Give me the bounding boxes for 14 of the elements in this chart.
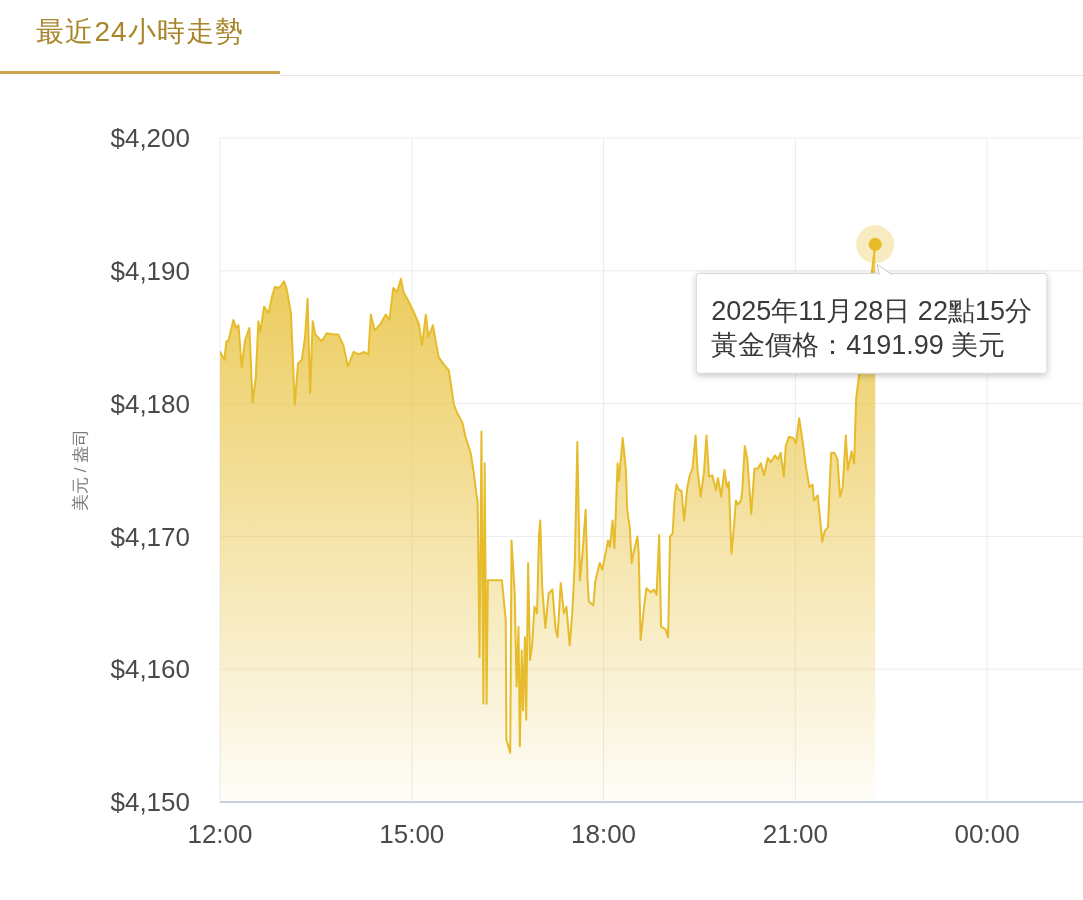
y-tick-label: $4,150 xyxy=(110,787,190,818)
chart-title: 最近24小時走勢 xyxy=(36,16,244,47)
x-tick-label: 18:00 xyxy=(571,819,637,850)
x-tick-label: 12:00 xyxy=(187,819,253,850)
y-tick-label: $4,190 xyxy=(110,255,190,286)
y-axis-title: 美元 / 盎司 xyxy=(70,428,90,512)
x-tick-label: 15:00 xyxy=(379,819,445,850)
y-tick-label: $4,160 xyxy=(110,654,190,685)
y-tick-label: $4,200 xyxy=(110,123,190,154)
y-tick-label: $4,180 xyxy=(110,388,190,419)
y-tick-label: $4,170 xyxy=(110,521,190,552)
x-tick-label: 00:00 xyxy=(954,819,1020,850)
x-tick-label: 21:00 xyxy=(762,819,828,850)
annotation: 2025年11月28日 22點15分黃金價格：4191.99 美元 xyxy=(711,295,1032,360)
